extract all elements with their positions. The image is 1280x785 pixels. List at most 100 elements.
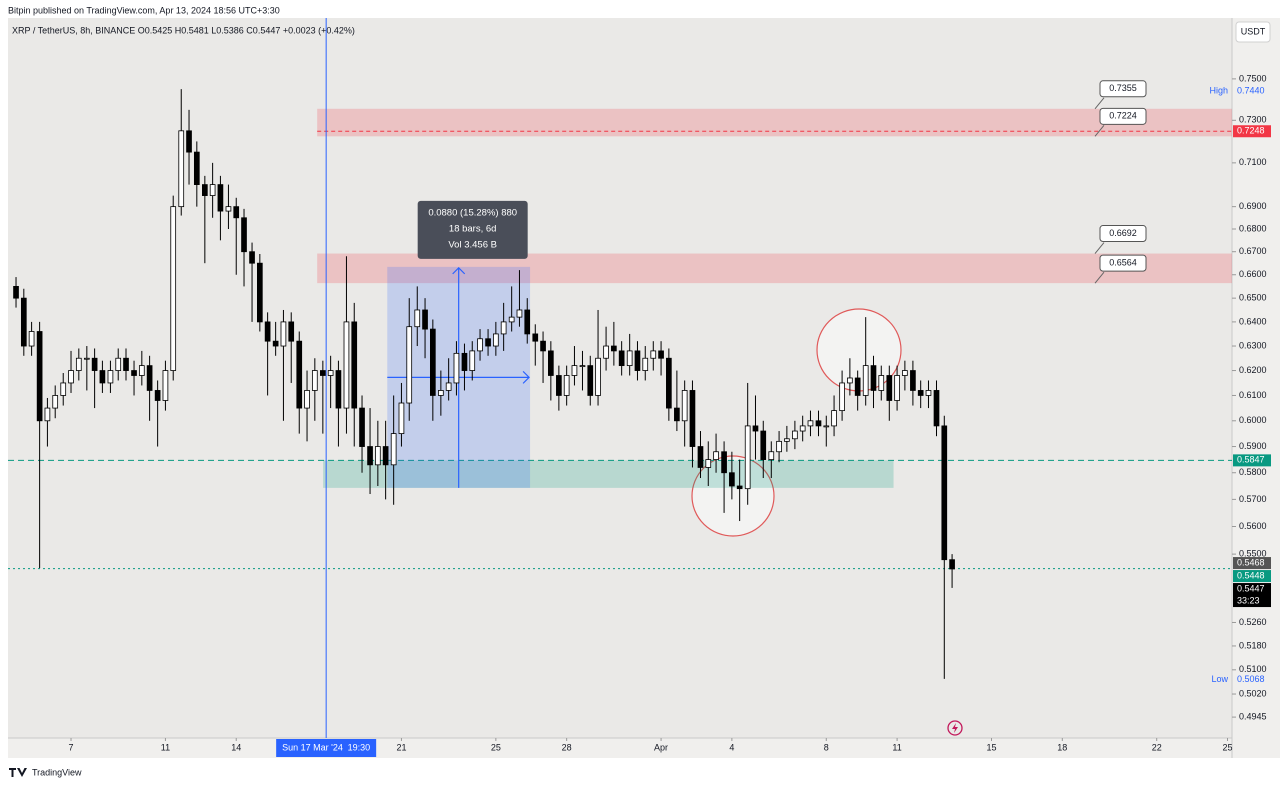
y-tick-label: 0.4945 bbox=[1239, 711, 1267, 721]
candle-body bbox=[799, 425, 806, 432]
candle-body bbox=[280, 321, 287, 347]
highlight-circle bbox=[691, 455, 775, 537]
candle-body bbox=[162, 370, 169, 401]
price-label: 0.5068 bbox=[1237, 674, 1265, 684]
candle-body bbox=[68, 370, 74, 384]
callout-line bbox=[1094, 271, 1105, 284]
candle-body bbox=[438, 390, 444, 396]
time-axis-background bbox=[8, 738, 1232, 758]
candle-body bbox=[752, 425, 759, 432]
candle-body bbox=[320, 370, 326, 376]
y-tick-label: 0.5180 bbox=[1239, 640, 1267, 650]
candle-body bbox=[650, 350, 657, 359]
y-tick-label: 0.6000 bbox=[1239, 415, 1267, 425]
y-tick-label: 0.5900 bbox=[1239, 441, 1267, 451]
logo bbox=[9, 768, 27, 777]
candle-body bbox=[193, 151, 200, 185]
candle-body bbox=[28, 331, 35, 347]
x-tick-label: 21 bbox=[396, 742, 406, 752]
price-label: 0.5847 bbox=[1237, 455, 1265, 465]
candle-body bbox=[516, 309, 523, 318]
candle-body bbox=[611, 345, 617, 352]
y-tick-label: 0.5260 bbox=[1239, 617, 1267, 627]
candle-body bbox=[807, 420, 814, 427]
candle-body bbox=[304, 390, 310, 409]
x-tick-label: 18 bbox=[1057, 742, 1067, 752]
price-label: 0.5448 bbox=[1237, 570, 1265, 580]
y-tick-label: 0.7100 bbox=[1239, 157, 1267, 167]
x-tick-label: 25 bbox=[491, 742, 501, 752]
price-label: 0.7440 bbox=[1237, 86, 1265, 96]
candle-body bbox=[776, 440, 782, 453]
unit-button[interactable] bbox=[1235, 21, 1271, 43]
callout-box bbox=[1099, 225, 1147, 243]
price-label-box bbox=[1233, 125, 1271, 138]
candle-body bbox=[225, 206, 232, 212]
zone bbox=[317, 108, 1232, 137]
candle-body bbox=[540, 340, 546, 352]
candle-body bbox=[382, 446, 389, 466]
candle-body bbox=[587, 365, 594, 396]
callout-box bbox=[1099, 107, 1147, 125]
candle-body bbox=[603, 345, 609, 359]
callout-label: 0.7224 bbox=[1109, 111, 1137, 121]
price-label-box bbox=[1233, 583, 1271, 608]
candle-body bbox=[445, 382, 452, 391]
candle-body bbox=[327, 370, 334, 376]
y-tick-label: 0.5600 bbox=[1239, 521, 1267, 531]
x-tick-label: 22 bbox=[1152, 742, 1162, 752]
candle-body bbox=[146, 365, 153, 391]
candle-body bbox=[933, 390, 940, 427]
y-tick-label: 0.5100 bbox=[1239, 664, 1267, 674]
candle-body bbox=[548, 350, 554, 376]
y-tick-label: 0.7300 bbox=[1239, 115, 1267, 125]
candle-body bbox=[288, 321, 295, 342]
candle-body bbox=[131, 370, 137, 376]
candle-body bbox=[60, 382, 67, 396]
candle-body bbox=[681, 390, 688, 422]
x-tick-label: 8 bbox=[824, 742, 829, 752]
callout-label: 0.6564 bbox=[1109, 258, 1137, 268]
candle-body bbox=[343, 321, 350, 409]
candle-body bbox=[894, 375, 900, 401]
candle-body bbox=[666, 357, 672, 409]
unit-label[interactable]: USDT bbox=[1241, 26, 1266, 36]
candle-body bbox=[91, 357, 98, 371]
candle-body bbox=[469, 350, 476, 371]
x-tick-label: 11 bbox=[892, 742, 901, 752]
candle-body bbox=[634, 350, 641, 371]
plot-background bbox=[8, 18, 1232, 738]
crosshair-label: Sun 17 Mar '24 bbox=[282, 742, 343, 752]
candle-body bbox=[390, 433, 397, 466]
candle-body bbox=[886, 375, 893, 401]
candle-body bbox=[689, 390, 696, 447]
event-icon[interactable] bbox=[947, 720, 963, 736]
candle-body bbox=[241, 217, 247, 253]
candle-body bbox=[107, 370, 114, 384]
candle-body bbox=[429, 328, 436, 396]
candle-body bbox=[618, 350, 625, 367]
measure-tooltip-text: 0.0880 (15.28%) 880 bbox=[428, 207, 517, 218]
candle-body bbox=[138, 365, 145, 376]
x-tick-label: Apr bbox=[654, 742, 668, 752]
price-caption: Low bbox=[1211, 674, 1228, 684]
candle-body bbox=[375, 446, 381, 466]
candle-body bbox=[736, 485, 743, 490]
candle-body bbox=[744, 425, 751, 490]
candle-body bbox=[556, 375, 562, 396]
candle-body bbox=[784, 438, 790, 442]
candle-body bbox=[75, 357, 82, 371]
candle-body bbox=[642, 357, 649, 371]
measure-tooltip-text: Vol 3.456 B bbox=[448, 239, 497, 250]
candle-body bbox=[272, 340, 279, 347]
y-tick-label: 0.6500 bbox=[1239, 293, 1267, 303]
candle-body bbox=[760, 430, 767, 460]
candle-body bbox=[870, 365, 877, 391]
candle-body bbox=[768, 451, 775, 460]
candle-body bbox=[823, 425, 830, 428]
candle-body bbox=[406, 326, 413, 404]
candle-body bbox=[493, 333, 499, 347]
price-caption: High bbox=[1209, 86, 1228, 96]
candle-body bbox=[941, 425, 948, 561]
candle-body bbox=[595, 357, 601, 396]
